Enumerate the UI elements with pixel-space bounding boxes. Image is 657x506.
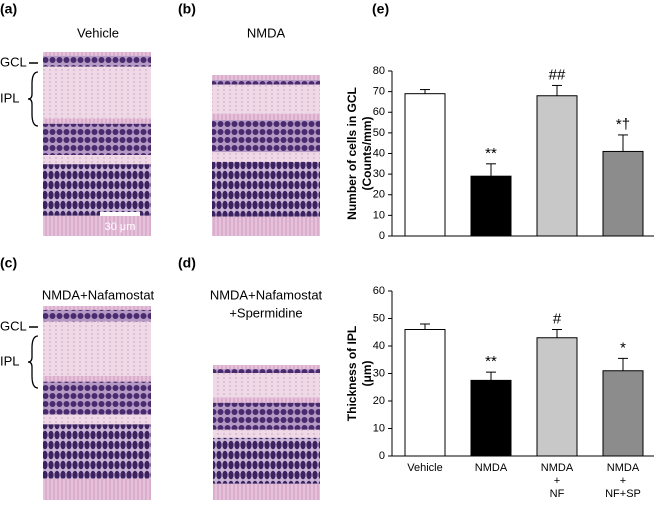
tissue-layer [43,215,151,236]
tissue-layer [213,373,320,398]
x-tick-label: + [620,475,626,487]
y-tick-label: 80 [373,65,385,77]
panel-title: NMDA+Nafamostat [42,287,155,302]
micrograph [43,306,151,500]
y-axis-label: Thickness of IPL [345,326,359,421]
y-tick-label: 40 [373,340,385,352]
y-tick-label: 30 [373,367,385,379]
panel-label: (c) [0,255,17,271]
tissue-layer [213,397,320,403]
panel-label: (e) [372,1,389,17]
significance-label: ## [549,66,566,83]
panel-title: NMDA+Nafamostat [210,287,323,302]
significance-label: ** [485,353,497,370]
bar [470,175,512,237]
y-tick-label: 60 [373,106,385,118]
x-tick-label: NMDA [475,462,508,474]
layer-brace [27,71,39,127]
y-axis-label: (Counts/mm) [360,117,374,191]
tissue-layer [212,161,320,217]
layer-label: GCL [0,54,27,69]
y-axis-label: (μm) [360,360,374,386]
tissue-layer [43,66,151,119]
panel-label: (b) [178,1,196,17]
significance-label: ** [485,145,497,162]
x-tick-label: NF [550,488,565,500]
y-tick-label: 40 [373,147,385,159]
tissue-layer [43,52,151,56]
tissue-layer [212,113,320,121]
tissue-layer [43,55,151,67]
bar [602,370,644,457]
panel-label: (a) [0,1,17,17]
x-tick-label: NMDA [541,462,574,474]
layer-brace [27,335,39,389]
panel-title: +Spermidine [229,305,302,320]
bar [470,379,512,457]
panel-title: NMDA [247,25,286,40]
x-tick-label: + [554,475,560,487]
layer-label: IPL [0,353,20,368]
y-tick-label: 10 [373,209,385,221]
y-tick-label: 20 [373,189,385,201]
tissue-layer [212,75,320,80]
bar [602,150,644,237]
scale-bar [100,212,140,216]
y-tick-label: 10 [373,422,385,434]
bar [536,95,578,237]
tissue-layer [212,216,320,236]
y-tick-label: 0 [379,450,385,462]
layer-label: GCL [0,318,27,333]
tissue-layer [212,120,320,153]
tissue-layer [43,375,151,382]
tissue-layer [43,306,151,310]
tissue-layer [213,402,320,430]
significance-label: # [553,310,562,327]
y-tick-label: 0 [379,230,385,242]
tissue-layer [213,429,320,438]
tissue-layer [212,79,320,85]
y-tick-label: 70 [373,86,385,98]
y-tick-label: 30 [373,168,385,180]
tissue-layer [212,84,320,114]
tissue-layer [43,309,151,322]
panel-title: Vehicle [77,25,119,40]
tissue-layer [43,123,151,156]
bar [536,337,578,457]
layer-label: IPL [0,90,20,105]
tissue-layer [43,478,151,500]
tissue-layer [43,321,151,376]
tissue-layer [43,118,151,124]
bar [404,329,446,457]
tissue-layer [43,414,151,425]
x-tick-label: NF+SP [605,488,641,500]
micrograph [212,75,320,236]
scale-bar-label: 30 μm [105,221,136,233]
significance-label: * [620,339,626,356]
x-tick-label: NMDA [607,462,640,474]
tissue-layer [43,164,151,216]
tissue-layer [213,369,320,374]
y-axis-label: Number of cells in GCL [345,87,359,220]
tissue-layer [213,365,320,370]
y-tick-label: 20 [373,395,385,407]
y-tick-label: 50 [373,312,385,324]
micrograph [43,52,151,236]
tissue-layer [43,155,151,165]
y-tick-label: 50 [373,127,385,139]
tissue-layer [213,437,320,484]
micrograph [213,365,320,500]
tissue-layer [43,381,151,415]
tissue-layer [43,424,151,479]
y-tick-label: 60 [373,285,385,297]
tissue-layer [213,483,320,500]
bar [404,93,446,237]
tissue-layer [212,152,320,162]
panel-label: (d) [178,255,196,271]
x-tick-label: Vehicle [407,462,442,474]
significance-label: *† [616,116,630,133]
